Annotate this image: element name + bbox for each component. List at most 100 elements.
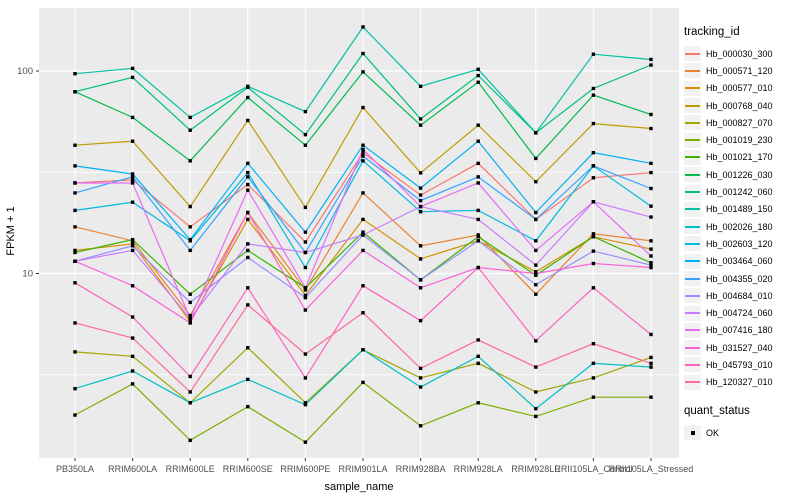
legend-item-Hb_001021_170: Hb_001021_170 <box>684 149 798 166</box>
legend-line-swatch <box>684 236 701 252</box>
data-point <box>130 172 135 176</box>
data-point <box>361 311 365 315</box>
legend-item-label: Hb_045793_010 <box>706 359 773 370</box>
data-point <box>649 215 653 219</box>
data-point <box>361 233 365 237</box>
data-point <box>361 70 365 74</box>
data-point <box>303 230 308 234</box>
data-point <box>591 121 596 126</box>
data-point <box>476 73 480 78</box>
legend-line-swatch <box>684 322 701 338</box>
data-point <box>303 295 308 300</box>
data-point <box>73 350 77 354</box>
data-point <box>361 217 365 222</box>
legend-item-label: Hb_000571_120 <box>706 65 773 76</box>
legend-item-Hb_120327_010: Hb_120327_010 <box>684 374 798 391</box>
data-point <box>130 354 135 359</box>
data-point <box>361 25 365 29</box>
data-point <box>534 406 538 411</box>
data-point <box>246 210 250 215</box>
data-point <box>591 176 596 180</box>
data-point <box>476 239 480 243</box>
data-point <box>130 248 135 253</box>
data-point <box>303 401 308 405</box>
data-point <box>73 281 77 285</box>
legend-item-Hb_000827_070: Hb_000827_070 <box>684 114 798 131</box>
data-point <box>73 71 77 76</box>
data-point <box>246 188 250 192</box>
data-point <box>130 244 135 248</box>
data-point <box>188 401 192 405</box>
data-point <box>534 292 538 296</box>
data-point <box>476 265 480 270</box>
data-point <box>73 191 77 195</box>
data-point <box>649 254 653 258</box>
legend-item-label: Hb_001021_170 <box>706 152 773 163</box>
data-point <box>246 95 250 100</box>
data-point <box>534 263 538 267</box>
data-point <box>418 204 423 209</box>
data-point <box>73 248 77 253</box>
data-point <box>188 159 192 163</box>
x-tick-label: RRII105LA_Stressed <box>609 464 694 474</box>
data-point <box>73 143 77 147</box>
legend-line-swatch <box>684 271 701 286</box>
data-point <box>476 175 480 179</box>
data-point <box>130 139 135 143</box>
legend-item-ok: OK <box>684 424 798 441</box>
data-point <box>303 250 308 255</box>
data-point <box>649 57 653 62</box>
x-tick-label: RRIM928LE <box>511 464 560 474</box>
data-point <box>534 365 538 369</box>
data-point <box>361 230 365 234</box>
data-point <box>418 198 423 203</box>
data-point <box>303 240 308 244</box>
data-point <box>303 402 308 407</box>
legend-item-Hb_004724_060: Hb_004724_060 <box>684 304 798 321</box>
data-point <box>534 156 538 161</box>
legend-item-Hb_031527_040: Hb_031527_040 <box>684 339 798 356</box>
data-point <box>361 191 365 195</box>
y-axis-title: FPKM + 1 <box>5 206 17 256</box>
data-point <box>188 248 192 253</box>
x-tick-label: RRIM600LE <box>166 464 215 474</box>
data-point <box>418 171 423 175</box>
data-point <box>246 286 250 290</box>
legend-item-Hb_004684_010: Hb_004684_010 <box>684 287 798 304</box>
data-point <box>246 242 250 246</box>
legend-line-swatch <box>684 149 701 165</box>
data-point <box>188 237 192 242</box>
data-point <box>534 283 538 287</box>
legend-item-label: Hb_120327_010 <box>706 377 773 388</box>
legend-item-label: Hb_000768_040 <box>706 100 773 111</box>
legend-item-label: Hb_004684_010 <box>706 290 773 301</box>
data-point <box>361 51 365 56</box>
data-point <box>591 93 596 97</box>
data-point <box>476 401 480 405</box>
data-point <box>188 204 192 209</box>
x-tick-label: RRIM600LA <box>108 464 157 474</box>
legend-item-Hb_000577_010: Hb_000577_010 <box>684 80 798 97</box>
legend-item-label: Hb_001242_060 <box>706 187 773 198</box>
data-point <box>246 255 250 260</box>
data-point <box>303 440 308 444</box>
x-tick-label: RRIM928BA <box>396 464 446 474</box>
legend-item-label: Hb_007416_180 <box>706 325 773 336</box>
data-point <box>303 293 308 298</box>
data-point <box>591 395 596 399</box>
data-point <box>246 170 250 175</box>
data-point <box>418 117 423 121</box>
data-point <box>649 170 653 175</box>
data-point <box>534 390 538 394</box>
data-point <box>246 346 250 350</box>
data-point <box>73 250 77 255</box>
data-point <box>476 123 480 127</box>
data-point <box>130 178 135 182</box>
data-point <box>534 339 538 343</box>
data-point <box>649 332 653 337</box>
data-point <box>591 164 596 168</box>
data-point <box>246 182 250 187</box>
data-point <box>476 233 480 237</box>
data-point <box>476 234 480 239</box>
legend-item-label: Hb_003464_060 <box>706 256 773 267</box>
